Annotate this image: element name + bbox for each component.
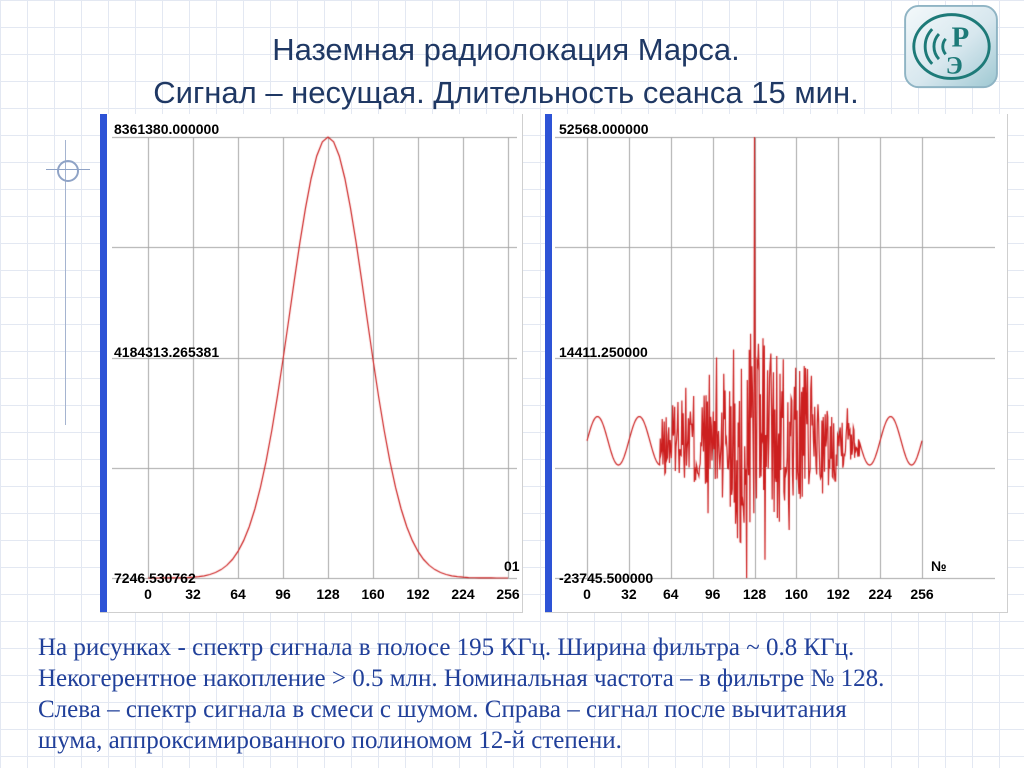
logo-letter-r: Р [952,22,970,54]
left-y-label-max: 8361380.000000 [114,121,220,137]
slide-title-line2: Сигнал – несущая. Длительность сеанса 15… [153,75,859,110]
left-chart-panel: 8361380.000000 4184313.265381 7246.53076… [100,114,523,613]
template-vertical-line [65,140,66,425]
body-line-2: Некогерентное накопление > 0.5 млн. Номи… [38,665,885,692]
institute-logo: Р Э [903,4,1000,96]
right-chart-canvas [555,129,995,584]
x-tick-label: 256 [496,586,520,602]
x-tick-label: 96 [704,586,721,602]
x-tick-label: 32 [621,586,637,602]
x-tick-label: 160 [784,586,809,602]
logo-letter-e: Э [946,53,963,80]
x-tick-label: 64 [662,586,679,602]
right-y-label-min: -23745.500000 [559,570,654,586]
x-tick-label: 192 [406,586,430,602]
x-tick-label: 0 [583,586,591,602]
left-chart-canvas [112,129,517,584]
x-tick-label: 128 [742,586,767,602]
body-line-4: шума, аппроксимированного полиномом 12-й… [38,727,622,754]
x-tick-label: 96 [275,586,291,602]
right-chart-panel: 52568.000000 14411.250000 -23745.500000 … [545,114,1008,613]
body-line-1: На рисунках - спектр сигнала в полосе 19… [38,634,855,661]
body-line-3: Слева – спектр сигнала в смеси с шумом. … [38,696,847,723]
slide-title-line1: Наземная радиолокация Марса. [272,32,740,67]
left-corner-label: 01 [504,558,520,574]
right-chart-accent-bar [545,114,552,612]
x-tick-label: 0 [144,586,152,602]
institute-logo-graphic: Р Э [904,4,998,89]
right-y-label-mid: 14411.250000 [559,344,648,360]
right-x-axis-labels: 0 32 64 96 128 160 192 224 256 [545,586,1007,608]
x-tick-label: 160 [361,586,385,602]
x-tick-label: 64 [230,586,246,602]
x-tick-label: 224 [868,586,892,602]
left-x-axis-labels: 0 32 64 96 128 160 192 224 256 [100,586,522,608]
left-chart-accent-bar [100,114,107,612]
x-tick-label: 128 [316,586,340,602]
template-circle-ornament [57,160,79,182]
x-tick-label: 256 [910,586,934,602]
x-tick-label: 192 [826,586,850,602]
left-y-label-min: 7246.530762 [114,570,196,586]
x-tick-label: 224 [451,586,475,602]
x-tick-label: 32 [185,586,201,602]
slide-title: Наземная радиолокация Марса. Сигнал – не… [0,28,1012,114]
slide-body-text: На рисунках - спектр сигнала в полосе 19… [38,632,1008,756]
left-y-label-mid: 4184313.265381 [114,344,220,360]
right-corner-label: № [931,558,947,574]
right-y-label-max: 52568.000000 [559,121,649,137]
